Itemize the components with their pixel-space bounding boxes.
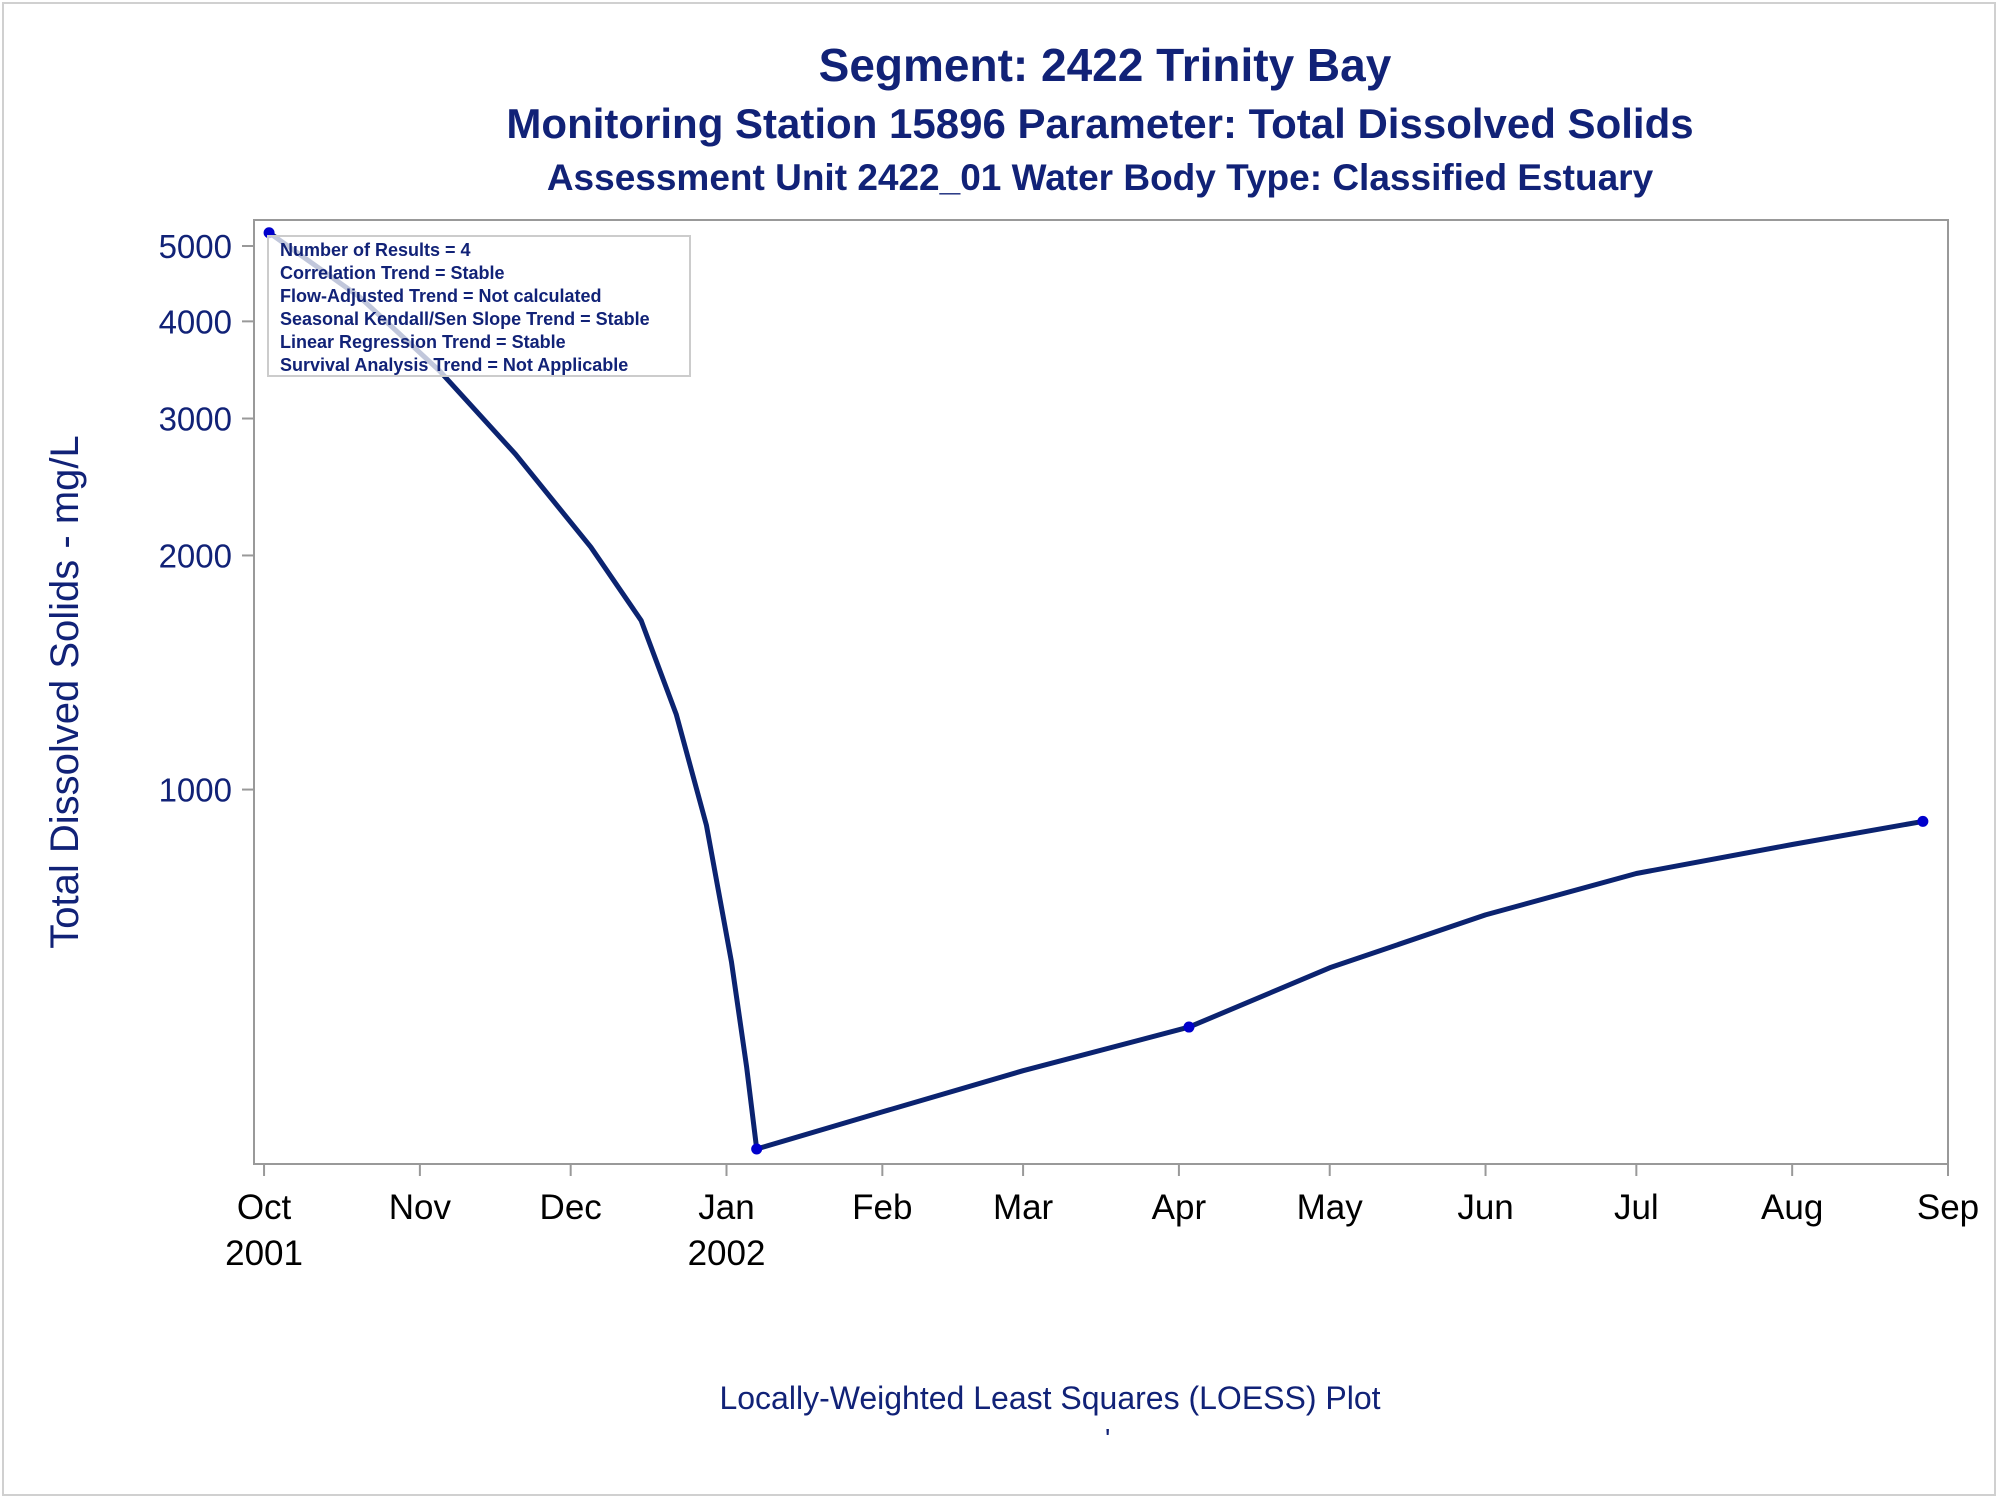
x-tick-label: Apr bbox=[1152, 1188, 1207, 1227]
data-point bbox=[751, 1143, 763, 1155]
y-tick-label: 3000 bbox=[159, 401, 232, 438]
stats-box: Number of Results = 4 Correlation Trend … bbox=[267, 235, 691, 377]
y-tick-label: 5000 bbox=[159, 228, 232, 265]
y-tick-label: 1000 bbox=[159, 772, 232, 809]
data-point bbox=[1917, 815, 1929, 827]
footnote: Locally-Weighted Least Squares (LOESS) P… bbox=[719, 1380, 1381, 1416]
chart-title: Segment: 2422 Trinity Bay bbox=[818, 39, 1392, 91]
stat-line-seasonal-kendall: Seasonal Kendall/Sen Slope Trend = Stabl… bbox=[280, 309, 650, 329]
x-axis: Oct 2001 Nov Dec Jan 2002 Feb Mar Apr May Jun Jul Au… bbox=[225, 1164, 1979, 1273]
x-tick-year-label: 2001 bbox=[225, 1234, 303, 1273]
x-tick-label: Mar bbox=[993, 1188, 1054, 1227]
stats-box-border bbox=[267, 235, 691, 377]
x-tick-label: Jun bbox=[1457, 1188, 1513, 1227]
stat-line-linear-regression: Linear Regression Trend = Stable bbox=[280, 332, 566, 352]
y-axis-title: Total Dissolved Solids - mg/L bbox=[43, 435, 87, 949]
chart-subtitle-assessment: Assessment Unit 2422_01 Water Body Type:… bbox=[546, 157, 1654, 198]
x-tick-label: May bbox=[1297, 1188, 1364, 1227]
stat-line-flow-adjusted: Flow-Adjusted Trend = Not calculated bbox=[280, 286, 602, 306]
plot-area bbox=[253, 219, 1949, 1165]
x-tick-label: Nov bbox=[389, 1188, 452, 1227]
footnote-mark: ' bbox=[1105, 1423, 1111, 1454]
stat-line-survival: Survival Analysis Trend = Not Applicable bbox=[280, 355, 628, 375]
x-tick-label: Jul bbox=[1614, 1188, 1659, 1227]
data-points bbox=[263, 227, 1929, 1155]
stat-line-results: Number of Results = 4 bbox=[280, 240, 471, 260]
x-tick-label: Feb bbox=[852, 1188, 912, 1227]
stat-line-correlation: Correlation Trend = Stable bbox=[280, 263, 505, 283]
x-tick-label: Sep bbox=[1917, 1188, 1979, 1227]
y-axis: 1000 2000 3000 4000 5000 bbox=[159, 228, 254, 809]
y-tick-label: 2000 bbox=[159, 537, 232, 574]
x-tick-label: Dec bbox=[540, 1188, 602, 1227]
x-tick-label: Oct bbox=[237, 1188, 292, 1227]
x-tick-year-label: 2002 bbox=[688, 1234, 766, 1273]
y-tick-label: 4000 bbox=[159, 303, 232, 340]
x-tick-label: Jan bbox=[698, 1188, 754, 1227]
loess-curve bbox=[267, 230, 1924, 1152]
data-point bbox=[1183, 1021, 1195, 1033]
chart-subtitle-station: Monitoring Station 15896 Parameter: Tota… bbox=[506, 100, 1694, 147]
x-tick-label: Aug bbox=[1761, 1188, 1823, 1227]
